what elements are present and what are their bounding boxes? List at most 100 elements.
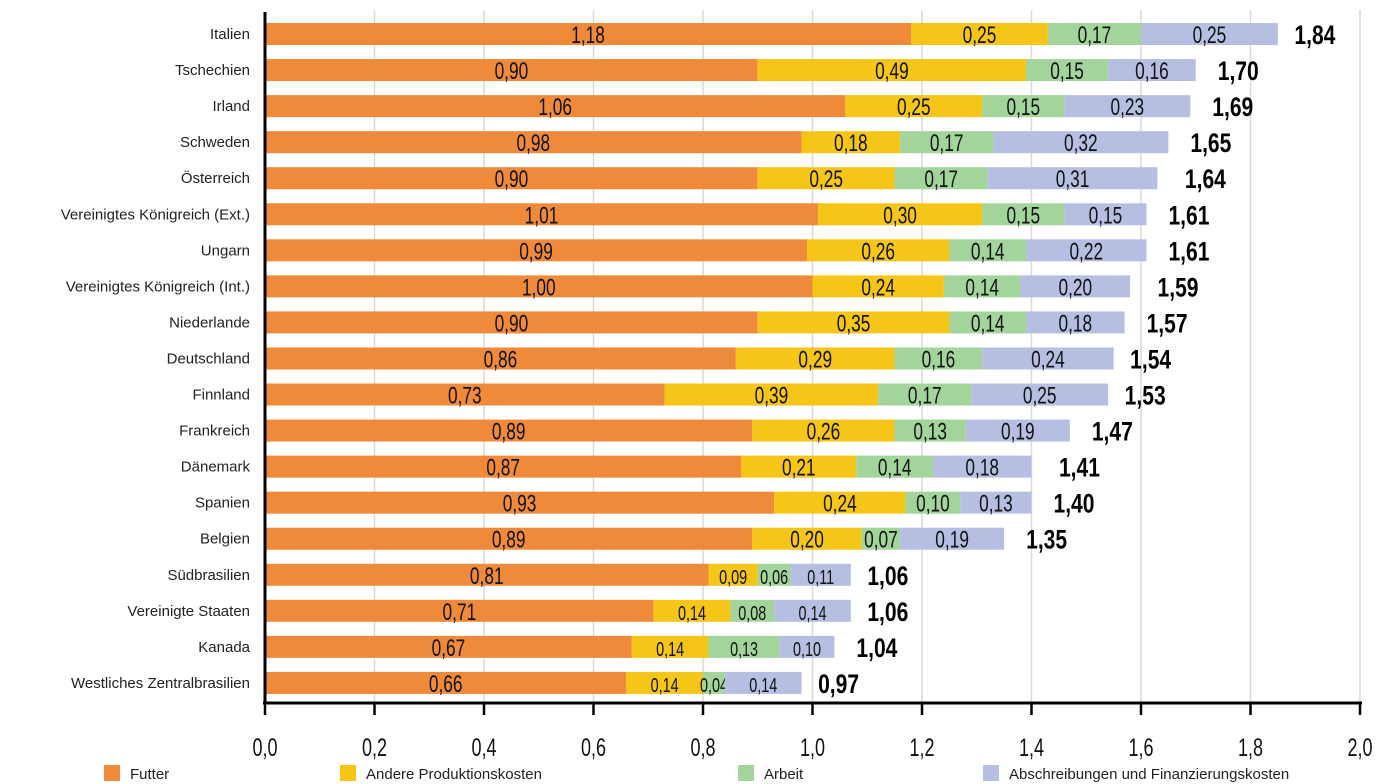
bar-segment-futter — [265, 527, 753, 550]
data-label-group: 0,14 — [798, 601, 826, 624]
data-label-group: 0,20 — [1058, 275, 1092, 301]
x-tick-label-group: 0,6 — [581, 733, 606, 762]
category-label: Österreich — [181, 169, 250, 187]
category-label: Vereinigte Staaten — [127, 603, 250, 620]
total-label-group: 1,57 — [1147, 309, 1188, 339]
bar-segment-andere-produktionskosten — [626, 671, 703, 694]
x-tick-label: 1,6 — [1128, 733, 1153, 762]
x-tick-label-group: 0,0 — [252, 733, 277, 762]
legend-swatch — [983, 765, 999, 781]
data-label: 1,01 — [525, 203, 559, 229]
data-label-group: 1,01 — [525, 203, 559, 229]
data-label: 0,17 — [1078, 22, 1112, 48]
bar-segment-futter — [265, 239, 808, 262]
legend-label: Abschreibungen und Finanzierungskosten — [1009, 766, 1289, 783]
bar-segment-arbeit — [757, 563, 791, 586]
category-label: Vereinigtes Königreich (Int.) — [66, 278, 250, 295]
total-label: 1,64 — [1185, 165, 1226, 195]
data-label-group: 0,81 — [470, 563, 504, 589]
bar-segment-abschreibungen-und-finanzierungskosten — [1064, 203, 1147, 226]
data-label-group: 0,14 — [651, 674, 679, 697]
category-label: Finnland — [192, 387, 250, 404]
x-tick-label: 1,2 — [909, 733, 934, 762]
data-label-group: 0,17 — [930, 131, 964, 157]
bar-segment-andere-produktionskosten — [752, 419, 895, 442]
bar-segment-andere-produktionskosten — [911, 23, 1048, 46]
bar-segment-arbeit — [878, 383, 972, 406]
total-label: 1,04 — [856, 633, 897, 663]
category-label: Schweden — [180, 134, 250, 151]
data-label: 1,06 — [538, 94, 572, 120]
data-label-group: 0,90 — [495, 58, 529, 84]
bar-segment-arbeit — [949, 311, 1027, 334]
data-label: 0,11 — [807, 565, 834, 588]
data-label: 0,23 — [1110, 94, 1144, 120]
bar-segment-futter — [265, 347, 736, 370]
bar-segment-andere-produktionskosten — [807, 239, 950, 262]
total-label-group: 1,06 — [867, 561, 908, 591]
data-label-group: 1,06 — [538, 94, 572, 120]
data-label: 0,06 — [760, 565, 788, 588]
data-label: 0,71 — [443, 599, 477, 625]
bar-segment-arbeit — [1026, 59, 1109, 82]
data-label-group: 0,15 — [1006, 94, 1040, 120]
data-label-group: 0,22 — [1069, 239, 1103, 265]
bar-segment-abschreibungen-und-finanzierungskosten — [1020, 275, 1131, 298]
data-label: 0,14 — [878, 455, 912, 481]
data-label-group: 0,73 — [448, 383, 482, 409]
data-label-group: 0,90 — [495, 167, 529, 193]
data-label: 0,20 — [790, 527, 824, 553]
data-label: 0,81 — [470, 563, 504, 589]
data-label-group: 0,13 — [913, 419, 947, 445]
category-label: Spanien — [195, 495, 250, 512]
total-label: 1,47 — [1092, 417, 1133, 447]
data-label: 0,89 — [492, 419, 526, 445]
total-label: 1,61 — [1168, 201, 1209, 231]
x-tick-label-group: 1,2 — [909, 733, 934, 762]
bar-segment-abschreibungen-und-finanzierungskosten — [774, 599, 851, 622]
data-label-group: 0,15 — [1089, 203, 1123, 229]
data-label-group: 0,09 — [719, 565, 747, 588]
bar-segment-andere-produktionskosten — [752, 527, 862, 550]
bar-segment-arbeit — [949, 239, 1027, 262]
bar-segment-futter — [265, 383, 665, 406]
bar-segment-abschreibungen-und-finanzierungskosten — [971, 383, 1109, 406]
data-label: 0,17 — [924, 167, 958, 193]
data-label: 0,14 — [971, 239, 1005, 265]
data-label-group: 0,35 — [837, 311, 871, 337]
data-label-group: 0,86 — [484, 347, 518, 373]
data-label: 0,93 — [503, 491, 537, 517]
total-label-group: 1,61 — [1168, 237, 1209, 267]
bar-segment-abschreibungen-und-finanzierungskosten — [724, 671, 802, 694]
bar-segment-abschreibungen-und-finanzierungskosten — [1026, 311, 1125, 334]
bar-segment-andere-produktionskosten — [812, 275, 944, 298]
total-label-group: 1,84 — [1294, 21, 1335, 51]
data-label: 0,25 — [1023, 383, 1057, 409]
x-tick-label: 1,8 — [1238, 733, 1263, 762]
total-label-group: 0,97 — [818, 670, 859, 700]
x-tick-label: 0,8 — [690, 733, 715, 762]
data-label: 0,17 — [930, 131, 964, 157]
total-label: 1,35 — [1026, 525, 1067, 555]
data-label-group: 0,89 — [492, 419, 526, 445]
bar-segment-futter — [265, 203, 818, 226]
bar-segment-futter — [265, 95, 846, 118]
data-label: 0,14 — [749, 674, 777, 697]
x-tick-label: 0,2 — [362, 733, 387, 762]
legend-label: Futter — [130, 766, 169, 783]
data-label-group: 0,23 — [1110, 94, 1144, 120]
data-label: 1,18 — [571, 22, 605, 48]
data-label-group: 0,49 — [875, 58, 909, 84]
bar-segment-abschreibungen-und-finanzierungskosten — [993, 131, 1169, 154]
x-tick-label-group: 0,4 — [471, 733, 496, 762]
data-label-group: 0,24 — [823, 491, 857, 517]
category-label: Vereinigtes Königreich (Ext.) — [61, 206, 250, 223]
data-label-group: 0,14 — [656, 638, 684, 661]
bar-segment-andere-produktionskosten — [735, 347, 895, 370]
data-label: 0,14 — [798, 601, 826, 624]
data-label: 0,21 — [782, 455, 816, 481]
x-tick-label: 2,0 — [1347, 733, 1372, 762]
bar-segment-arbeit — [708, 635, 780, 658]
data-label: 0,16 — [1135, 58, 1169, 84]
data-label-group: 0,10 — [916, 491, 950, 517]
